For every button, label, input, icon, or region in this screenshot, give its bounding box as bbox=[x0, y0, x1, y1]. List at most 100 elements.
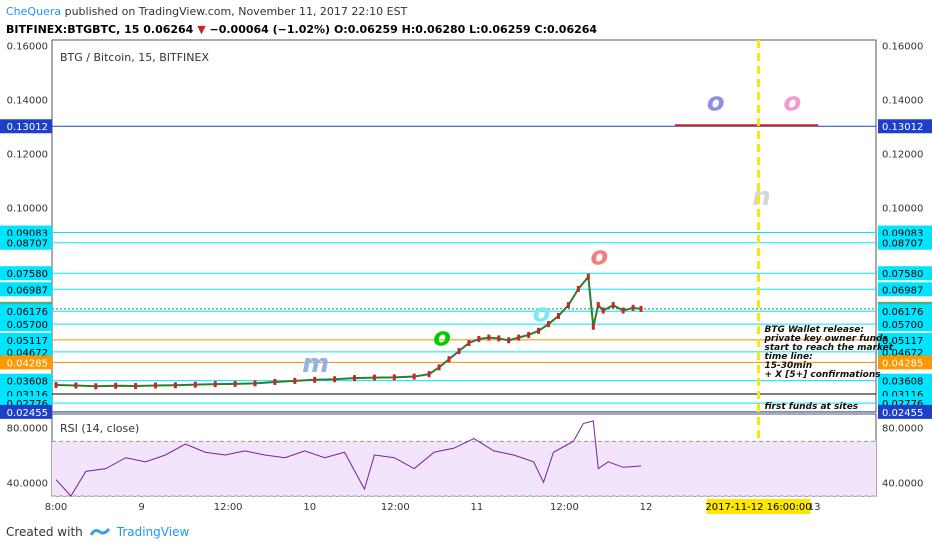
x-tick: 10 bbox=[303, 502, 316, 513]
symbol-label: BITFINEX:BTGBTC, 15 bbox=[6, 23, 140, 36]
price-candle bbox=[74, 382, 78, 389]
price-candle bbox=[457, 348, 461, 355]
price-label-right: 0.04672 bbox=[882, 348, 923, 359]
created-with-text: Created with bbox=[6, 525, 83, 539]
price-candle bbox=[467, 340, 471, 347]
price-candle bbox=[273, 378, 277, 385]
price-candle bbox=[591, 323, 595, 330]
x-tick: 12:00 bbox=[550, 502, 579, 513]
y-tick-left: 0.12000 bbox=[7, 150, 48, 161]
tradingview-logo-icon bbox=[89, 526, 111, 538]
symbol-bar: BITFINEX:BTGBTC, 15 0.06264 ▼ −0.00064 (… bbox=[6, 22, 597, 37]
price-badge-right bbox=[878, 373, 932, 388]
price-badge-right bbox=[878, 119, 932, 134]
rsi-tick-right: 40.0000 bbox=[882, 478, 923, 489]
price-candle bbox=[313, 376, 317, 383]
footer: Created with TradingView bbox=[6, 525, 189, 539]
price-badge-right bbox=[878, 235, 932, 250]
price-candle bbox=[601, 307, 605, 314]
x-tick: 8:00 bbox=[45, 502, 67, 513]
price-badge-left bbox=[0, 282, 52, 297]
price-pane bbox=[51, 39, 877, 413]
rsi-line bbox=[55, 420, 642, 497]
price-label-right: 0.03116 bbox=[882, 390, 923, 401]
price-candle bbox=[639, 305, 643, 312]
price-label-left: 0.13012 bbox=[7, 122, 48, 133]
rsi-band bbox=[52, 441, 876, 496]
price-candle bbox=[566, 302, 570, 309]
price-label-right: 0.04285 bbox=[882, 358, 923, 369]
price-candle bbox=[621, 307, 625, 314]
tradingview-brand[interactable]: TradingView bbox=[116, 525, 190, 539]
price-label-left: 0.03608 bbox=[7, 377, 48, 388]
price-badge-left bbox=[0, 266, 52, 281]
price-label-left: 0.06987 bbox=[7, 285, 48, 296]
price-candle bbox=[507, 337, 511, 344]
price-badge-left bbox=[0, 373, 52, 388]
price-label-left: 0.05700 bbox=[7, 320, 48, 331]
price-candle bbox=[447, 356, 451, 363]
price-badge-right bbox=[878, 404, 932, 419]
price-badge-left bbox=[0, 317, 52, 332]
price-label-left: 0.04672 bbox=[7, 348, 48, 359]
price-label-right: 0.07580 bbox=[882, 269, 923, 280]
price-candle bbox=[412, 373, 416, 380]
price-label-right: 0.02776 bbox=[882, 399, 923, 410]
x-tick: 12 bbox=[640, 502, 653, 513]
price-candle bbox=[576, 285, 580, 292]
y-tick-left: 0.14000 bbox=[7, 96, 48, 107]
price-candle bbox=[611, 302, 615, 309]
date-badge bbox=[706, 499, 811, 514]
price-candle bbox=[437, 364, 441, 371]
price-badge-right bbox=[878, 282, 932, 297]
price-badge-right bbox=[878, 266, 932, 281]
price-candle bbox=[173, 382, 177, 389]
price-candle bbox=[547, 321, 551, 328]
price-label-right: 0.02455 bbox=[882, 408, 923, 419]
annotation-letter: o bbox=[590, 242, 608, 272]
publish-info: CheQuera published on TradingView.com, N… bbox=[6, 4, 407, 19]
price-label-left: 0.04285 bbox=[7, 358, 48, 369]
price-badge-right bbox=[878, 355, 932, 370]
price-candle bbox=[134, 383, 138, 390]
y-tick-right: 0.14000 bbox=[882, 96, 923, 107]
annotation-letter: o bbox=[433, 323, 451, 353]
wallet-note-line: + X [5+] confirmations bbox=[764, 370, 881, 380]
rsi-tick-left: 40.0000 bbox=[7, 478, 48, 489]
price-candle bbox=[477, 335, 481, 342]
price-candle bbox=[154, 382, 157, 389]
price-candle bbox=[631, 304, 635, 311]
price-candle bbox=[54, 381, 58, 388]
price-candle bbox=[353, 375, 356, 382]
y-tick-right: 0.12000 bbox=[882, 150, 923, 161]
price-badge-left bbox=[0, 332, 52, 347]
price-candle bbox=[586, 273, 590, 280]
x-tick: 9 bbox=[138, 502, 144, 513]
price-badge-left bbox=[0, 355, 52, 370]
price-label-right: 0.08707 bbox=[882, 239, 923, 250]
price-chart[interactable]: 0.16000 0.16000 0.14000 0.14000 0.12000 0.120… bbox=[0, 0, 932, 520]
price-candle bbox=[253, 380, 257, 387]
x-tick: 12:00 bbox=[381, 502, 410, 513]
price-badge-right bbox=[878, 332, 932, 347]
price-badge-right bbox=[878, 304, 932, 319]
price-candle bbox=[527, 331, 531, 338]
price-label-left: 0.08707 bbox=[7, 239, 48, 250]
first-funds-note: first funds at sites bbox=[764, 402, 858, 412]
price-badge-left bbox=[0, 119, 52, 134]
rsi-tick-left: 80.0000 bbox=[7, 424, 48, 435]
chart-title: BTG / Bitcoin, 15, BITFINEX bbox=[60, 51, 209, 64]
price-candle bbox=[497, 335, 501, 342]
price-candle bbox=[114, 382, 118, 389]
annotation-letter: o bbox=[707, 87, 725, 117]
annotation-letter: n bbox=[752, 182, 771, 212]
price-candle bbox=[193, 381, 197, 388]
x-tick: 11 bbox=[471, 502, 484, 513]
price-label-right: 0.05700 bbox=[882, 320, 923, 331]
author-link[interactable]: CheQuera bbox=[6, 5, 62, 18]
price-candle bbox=[372, 374, 376, 381]
price-label-left: 0.02776 bbox=[7, 399, 48, 410]
y-tick-left: 0.16000 bbox=[7, 41, 48, 52]
price-label-left: 0.07580 bbox=[7, 269, 48, 280]
annotation-letter: o bbox=[783, 87, 801, 117]
